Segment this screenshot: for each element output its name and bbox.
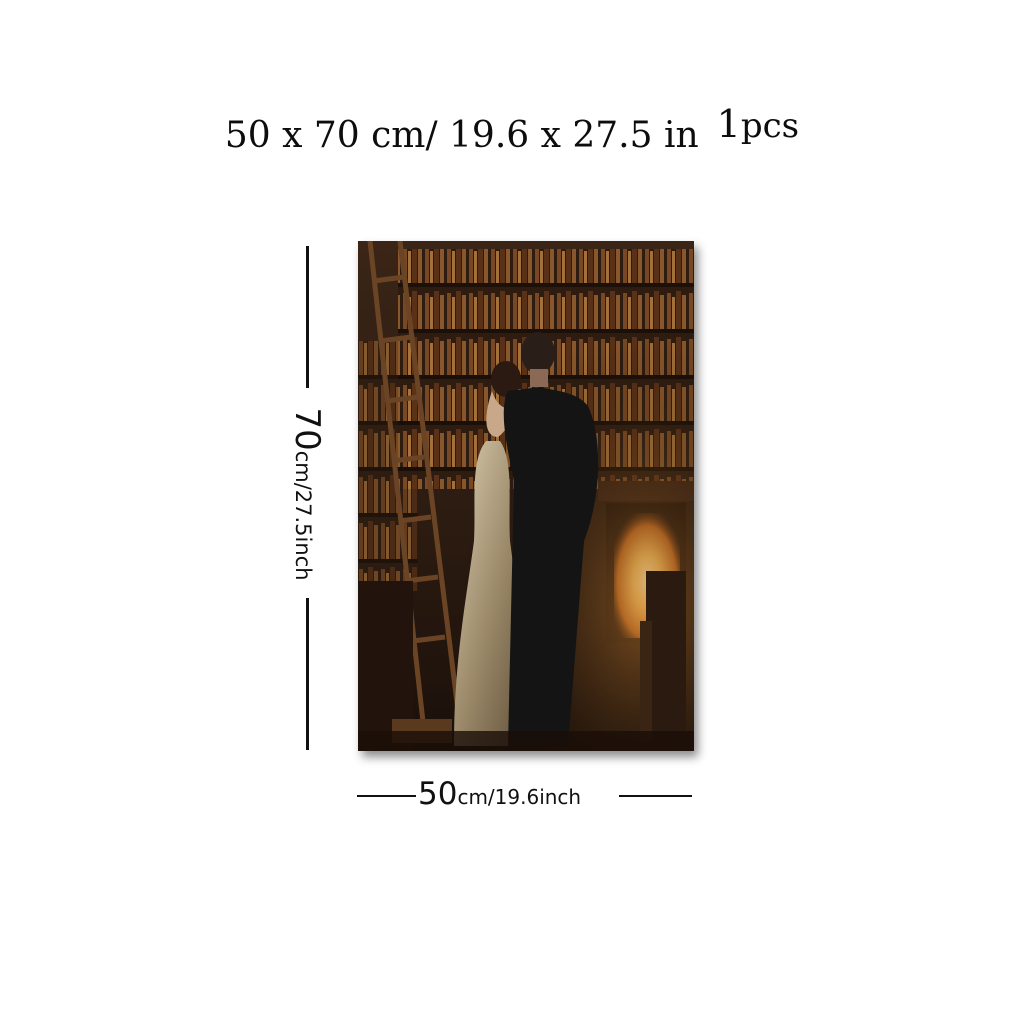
painting-illustration xyxy=(358,241,694,751)
width-value: 50 xyxy=(418,776,458,812)
height-dimension-line-bottom xyxy=(306,598,309,750)
quantity-text: 1pcs xyxy=(717,102,799,146)
quantity-number: 1 xyxy=(716,102,741,146)
height-dimension-line-top xyxy=(306,246,309,388)
height-value: 70 xyxy=(287,407,327,451)
width-dimension-line-left xyxy=(357,795,416,797)
canvas-painting xyxy=(358,241,694,751)
width-label: 50cm/19.6inch xyxy=(418,776,581,812)
height-unit: cm/27.5inch xyxy=(291,450,315,581)
width-dimension-line-right xyxy=(619,795,692,797)
width-unit: cm/19.6inch xyxy=(457,785,582,809)
product-size-title: 50 x 70 cm/ 19.6 x 27.5 in 1pcs xyxy=(0,102,1024,192)
height-label: 70cm/27.5inch xyxy=(287,407,327,580)
size-text: 50 x 70 cm/ 19.6 x 27.5 in xyxy=(224,115,699,156)
quantity-unit: pcs xyxy=(740,106,800,146)
